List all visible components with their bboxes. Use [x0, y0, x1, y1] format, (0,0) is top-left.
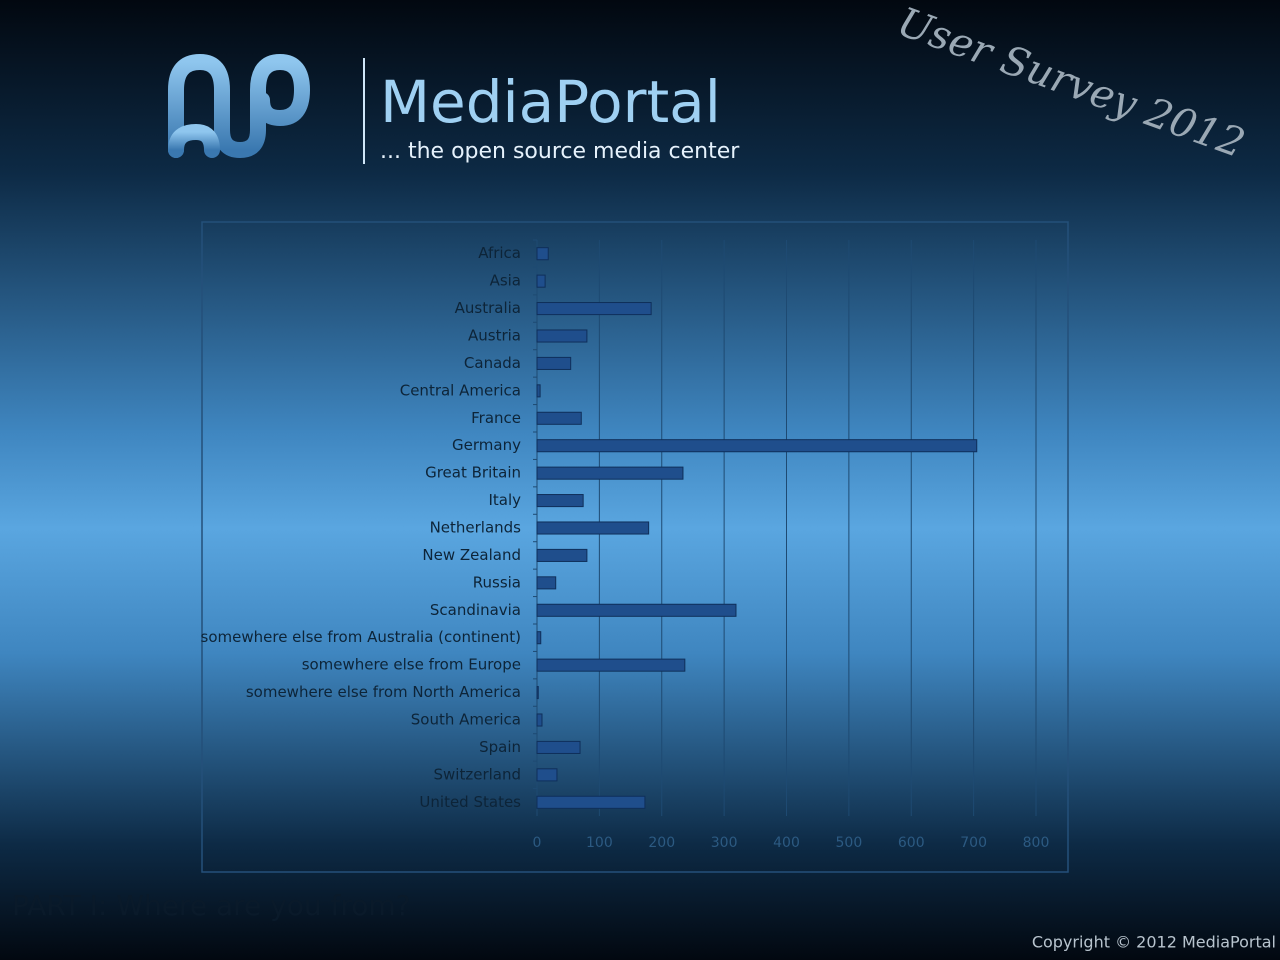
bar [536, 658, 686, 672]
y-tick-label: Africa [478, 244, 521, 262]
bar [536, 466, 684, 480]
chart: 0 100 200 300 400 500 600 700 800 Africa Asia Austr… [201, 239, 1050, 851]
x-tick-label: 600 [898, 835, 925, 851]
bar [536, 631, 542, 645]
y-tick-label: South America [411, 711, 521, 729]
tagline: ... the open source media center [380, 139, 740, 164]
y-tick-label: Central America [400, 381, 521, 399]
bar [536, 302, 652, 316]
x-tick-label: 800 [1023, 835, 1050, 851]
bar [536, 603, 737, 617]
y-tick-label: somewhere else from Europe [302, 656, 521, 674]
y-tick-label: Russia [473, 573, 521, 591]
y-tick-label: Spain [479, 738, 521, 756]
y-tick-label: Scandinavia [430, 601, 521, 619]
bar [536, 740, 581, 754]
logo-mark [168, 53, 311, 159]
y-tick-label: New Zealand [422, 546, 521, 564]
bar [536, 411, 582, 425]
bar [536, 274, 546, 288]
bar [536, 329, 588, 343]
y-tick-label: Austria [468, 327, 521, 345]
x-tick-label: 400 [773, 835, 800, 851]
x-tick-label: 200 [648, 835, 675, 851]
bar [536, 768, 558, 782]
bar [536, 439, 978, 453]
bar [536, 247, 549, 261]
logo-title: MediaPortal [380, 68, 721, 136]
y-tick-label: Germany [452, 436, 521, 454]
y-tick-label: United States [419, 793, 521, 811]
chart-frame [201, 221, 1069, 873]
y-tick-label: somewhere else from Australia (continent… [201, 628, 521, 646]
bar [536, 713, 543, 727]
bar [536, 384, 541, 398]
copyright: Copyright © 2012 MediaPortal [1032, 933, 1276, 952]
y-tick-label: somewhere else from North America [246, 683, 521, 701]
x-tick-label: 100 [586, 835, 613, 851]
y-tick-label: Canada [464, 354, 521, 372]
section-title: PART I: Where are you from? [12, 889, 411, 922]
bar [536, 548, 588, 562]
bar [536, 494, 584, 508]
bar [536, 686, 539, 700]
x-tick-label: 0 [533, 835, 542, 851]
y-tick-label: France [471, 409, 521, 427]
y-tick-label: Italy [488, 491, 521, 509]
x-tick-label: 300 [711, 835, 738, 851]
bar [536, 356, 572, 370]
x-tick-label: 500 [836, 835, 863, 851]
survey-title: User Survey 2012 [891, 0, 1250, 167]
bar [536, 576, 557, 590]
y-tick-label: Switzerland [434, 765, 522, 783]
y-tick-label: Australia [455, 299, 521, 317]
y-tick-label: Great Britain [425, 464, 521, 482]
x-tick-label: 700 [960, 835, 987, 851]
bar [536, 795, 646, 809]
y-tick-label: Netherlands [430, 519, 522, 537]
bar [536, 521, 650, 535]
y-tick-label: Asia [490, 272, 521, 290]
